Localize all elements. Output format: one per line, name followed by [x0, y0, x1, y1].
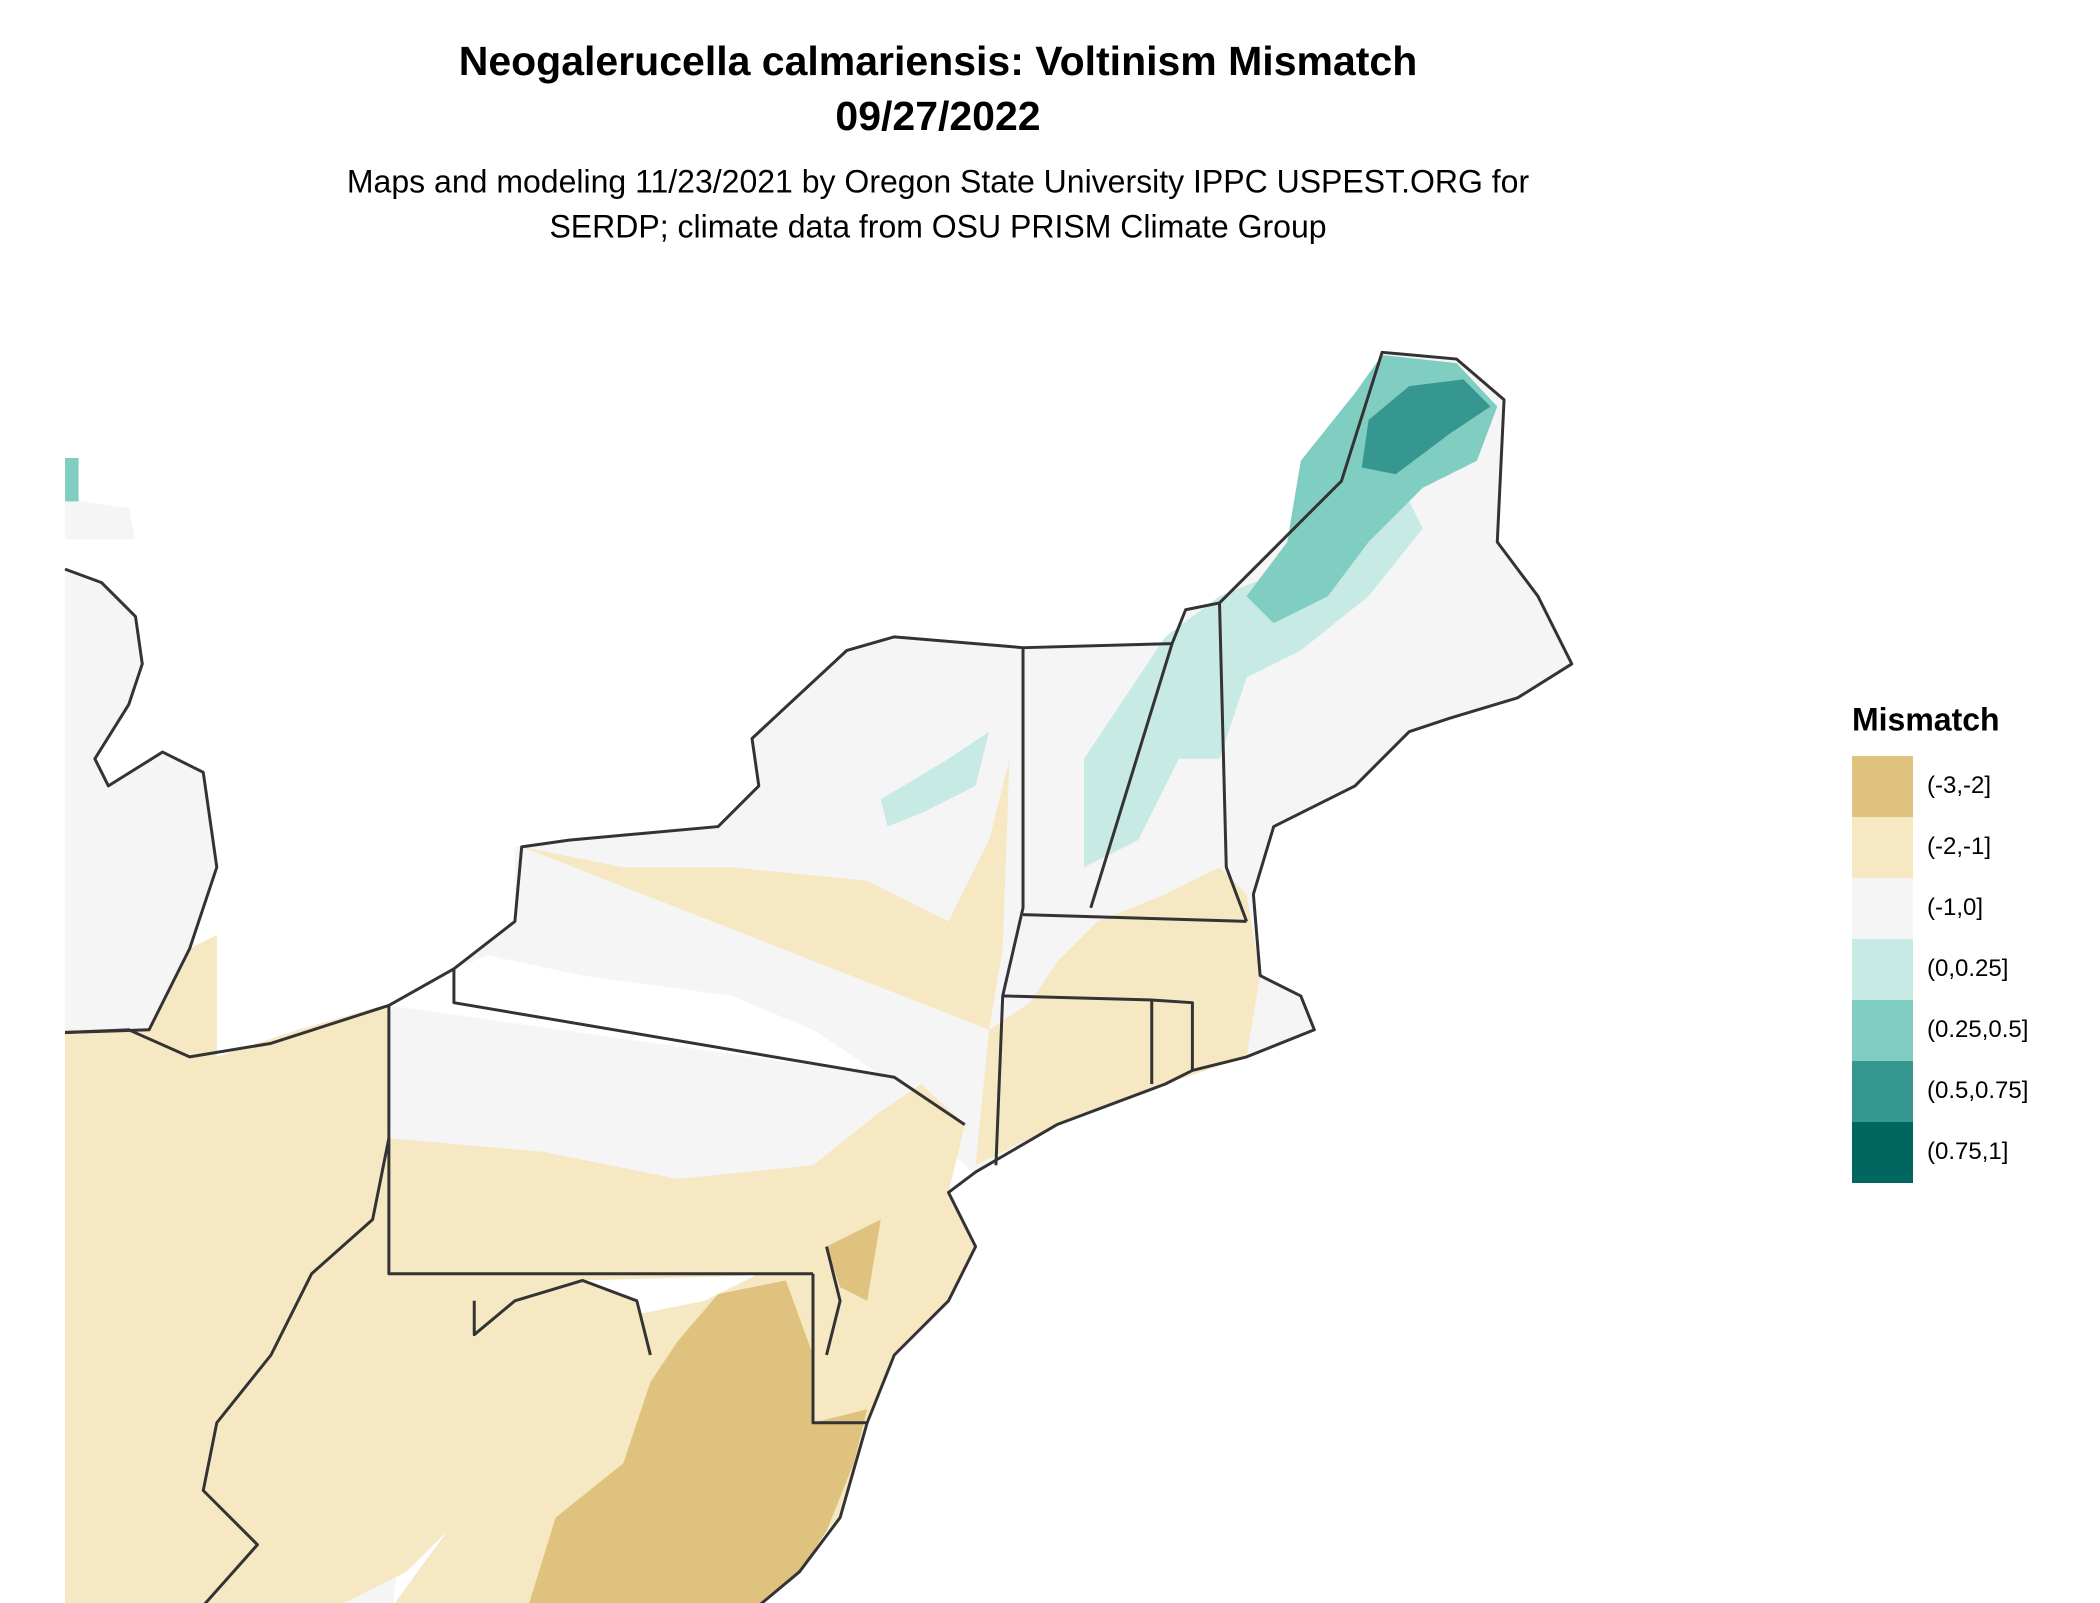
- legend-label: (-1,0]: [1927, 894, 1983, 921]
- region-teal-mid: [65, 457, 79, 502]
- region-tan: [529, 1280, 868, 1603]
- border: [64, 350, 1574, 1603]
- legend-label: (-2,-1]: [1927, 833, 1991, 860]
- map: [64, 350, 1574, 1603]
- region-teal-light: [880, 731, 990, 827]
- land-grey: [65, 487, 136, 540]
- title: Neogalerucella calmariensis: Voltinism M…: [459, 38, 1418, 84]
- subtitle-line: Maps and modeling 11/23/2021 by Oregon S…: [347, 163, 1530, 199]
- legend-swatch: [1852, 1000, 1913, 1061]
- legend-label: (0.5,0.75]: [1927, 1077, 2028, 1104]
- region-beige: [388, 1084, 976, 1423]
- region-beige: [65, 934, 651, 1603]
- region-beige: [521, 758, 1261, 1166]
- date: 09/27/2022: [835, 93, 1040, 139]
- legend-label: (0.25,0.5]: [1927, 1016, 2028, 1043]
- legend: (-3,-2] (-2,-1] (-1,0] (0,0.25] (0.25,0.5] (0…: [1852, 756, 2028, 1183]
- legend-swatch: [1852, 756, 1913, 817]
- legend-swatch: [1852, 939, 1913, 1000]
- legend-label: (-3,-2]: [1927, 772, 1991, 799]
- legend-swatch: [1852, 817, 1913, 878]
- legend-swatch: [1852, 878, 1913, 939]
- region-teal-dark: [1361, 379, 1491, 475]
- legend-label: (0,0.25]: [1927, 955, 2008, 982]
- land-grey: [65, 569, 217, 1030]
- legend-label: (0.75,1]: [1927, 1138, 2008, 1165]
- border: [201, 602, 1248, 1603]
- border: [64, 567, 219, 1034]
- legend-swatch: [1852, 1061, 1913, 1122]
- legend-title: Mismatch: [1852, 701, 2000, 737]
- legend-swatch: [1852, 1122, 1913, 1183]
- subtitle-line: SERDP; climate data from OSU PRISM Clima…: [549, 208, 1326, 244]
